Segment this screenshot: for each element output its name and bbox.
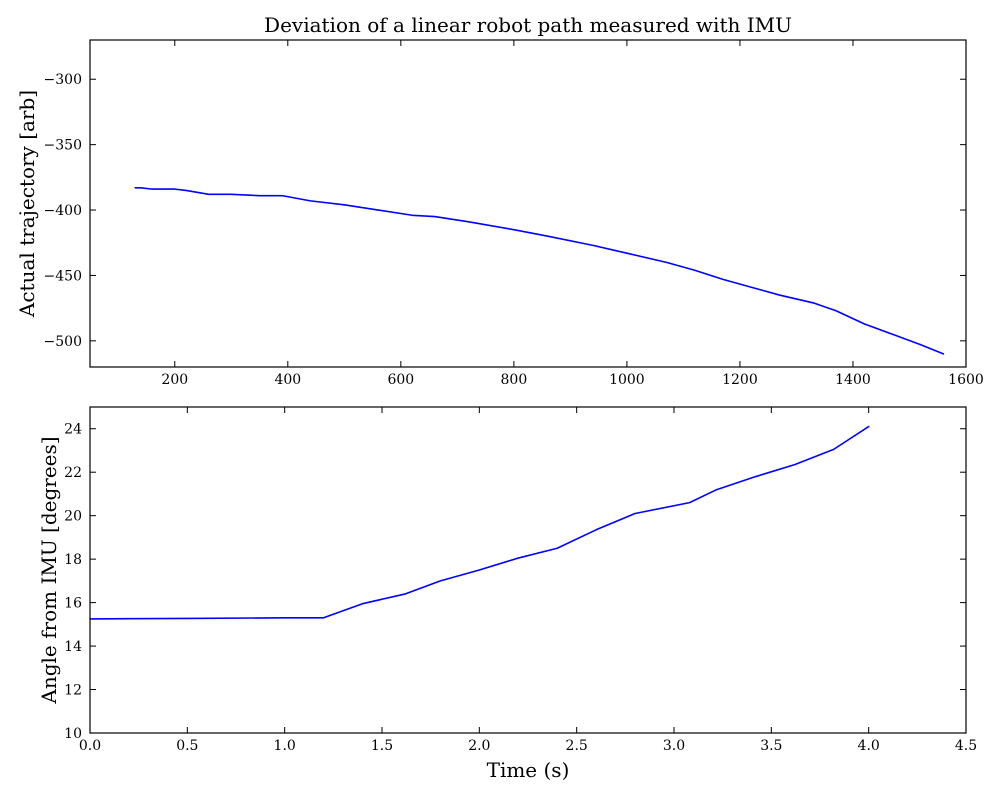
x-tick-label-1-7: 3.5	[760, 738, 782, 754]
series-line-1-0	[89, 425, 870, 620]
y-tick-label-1-3: 16	[64, 596, 82, 612]
y-tick-label-1-5: 20	[64, 509, 82, 525]
x-tick-label-1-6: 3.0	[663, 738, 685, 754]
x-tick-label-0-1: 400	[274, 372, 301, 388]
x-tick-label-1-4: 2.0	[468, 738, 490, 754]
y-tick-label-0-2: −400	[44, 203, 82, 219]
series-line-0-0	[134, 187, 945, 355]
x-tick-label-0-7: 1600	[948, 372, 984, 388]
x-tick-label-0-6: 1400	[835, 372, 871, 388]
x-tick-label-0-4: 1000	[609, 372, 645, 388]
y-tick-label-1-6: 22	[64, 465, 82, 481]
x-tick-label-1-5: 2.5	[566, 738, 588, 754]
chart-title: Deviation of a linear robot path measure…	[264, 13, 792, 37]
x-tick-label-0-0: 200	[161, 372, 188, 388]
y-tick-label-1-4: 18	[64, 552, 82, 568]
x-tick-label-1-1: 0.5	[176, 738, 198, 754]
x-tick-label-0-3: 800	[501, 372, 528, 388]
x-tick-label-0-5: 1200	[722, 372, 758, 388]
y-tick-label-1-0: 10	[64, 726, 82, 742]
plot-frame-0	[89, 39, 967, 368]
y-tick-label-0-4: −500	[44, 334, 82, 350]
x-tick-label-1-2: 1.0	[274, 738, 296, 754]
y-tick-label-0-0: −300	[44, 72, 82, 88]
trajectory-panel: Deviation of a linear robot path measure…	[15, 13, 984, 388]
y-tick-label-1-1: 12	[64, 683, 82, 699]
x-axis-label-1: Time (s)	[487, 758, 570, 782]
y-tick-label-1-7: 24	[64, 422, 82, 438]
x-tick-label-0-2: 600	[387, 372, 414, 388]
angle-panel: 0.0 0.5 1.0 1.5 2.0 2.5 3.0 3.5 4.0 4.5 10 12 14 16 18…	[37, 406, 977, 782]
y-tick-label-0-1: −350	[44, 138, 82, 154]
x-tick-label-1-8: 4.0	[858, 738, 880, 754]
y-tick-label-1-2: 14	[64, 639, 82, 655]
y-axis-label-1: Angle from IMU [degrees]	[37, 436, 61, 704]
x-tick-label-1-0: 0.0	[79, 738, 101, 754]
plot-frame-1	[89, 406, 967, 734]
x-tick-label-1-9: 4.5	[955, 738, 977, 754]
y-axis-label-0: Actual trajectory [arb]	[15, 90, 39, 318]
y-tick-label-0-3: −450	[44, 268, 82, 284]
x-tick-label-1-3: 1.5	[371, 738, 393, 754]
